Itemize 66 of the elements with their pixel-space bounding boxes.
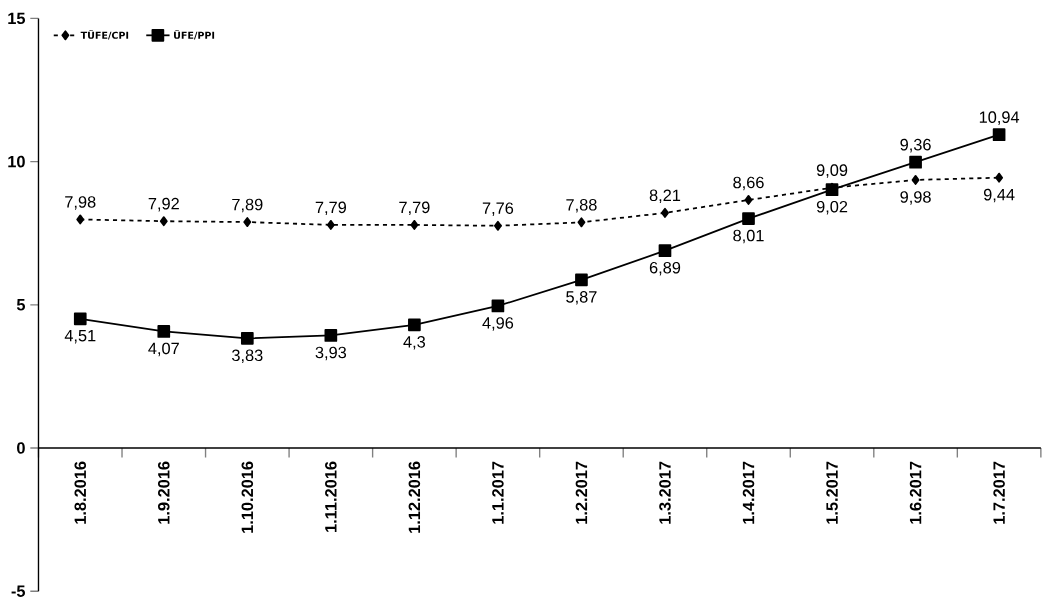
point xyxy=(159,216,168,227)
data-label: 7,88 xyxy=(566,199,597,213)
point xyxy=(326,219,335,230)
point xyxy=(661,207,669,218)
data-label: 8,66 xyxy=(733,176,764,191)
data-label: 7,98 xyxy=(65,196,96,210)
point xyxy=(909,155,922,169)
data-label: 3,93 xyxy=(315,346,347,361)
x-tick-label: 1.4.2017 xyxy=(742,461,755,524)
data-label: 4,51 xyxy=(64,330,96,344)
x-tick-label: 1.5.2017 xyxy=(826,461,838,524)
point xyxy=(243,217,252,228)
point xyxy=(491,299,505,313)
data-label: 9,36 xyxy=(900,138,931,153)
point xyxy=(240,332,254,345)
data-label: 7,79 xyxy=(315,201,346,216)
data-label: 7,76 xyxy=(482,202,514,216)
data-label: 9,98 xyxy=(900,191,931,205)
point xyxy=(825,183,839,197)
data-label: 7,79 xyxy=(399,201,430,216)
point xyxy=(575,273,588,287)
point xyxy=(742,212,755,225)
point xyxy=(410,219,419,230)
point xyxy=(577,217,586,228)
data-label: 5,87 xyxy=(566,291,597,305)
data-label: 9,44 xyxy=(983,188,1015,203)
data-label: 9,02 xyxy=(816,200,848,215)
point xyxy=(76,214,85,225)
x-tick-label: 1.10.2016 xyxy=(241,461,254,533)
point xyxy=(157,325,171,338)
x-tick-label: 1.1.2017 xyxy=(492,461,504,524)
legend-label: TÜFE/CPI xyxy=(80,29,129,40)
x-tick-label: 1.11.2016 xyxy=(325,461,337,532)
x-tick-label: 1.2.2017 xyxy=(575,461,588,524)
y-tick-label: 0 xyxy=(17,442,25,454)
data-label: 3,83 xyxy=(232,349,263,364)
data-label: 8,01 xyxy=(733,229,764,244)
point xyxy=(324,329,338,342)
point xyxy=(911,175,920,185)
point xyxy=(408,318,421,332)
point xyxy=(992,128,1006,142)
data-label: 4,07 xyxy=(148,342,179,357)
legend-label: ÜFE/PPI xyxy=(174,29,215,40)
point xyxy=(744,195,753,206)
data-label: 4,3 xyxy=(403,336,426,350)
y-tick-label: 5 xyxy=(16,299,26,311)
data-label: 7,92 xyxy=(148,197,179,212)
point xyxy=(995,172,1004,183)
point xyxy=(658,244,672,258)
y-tick-label: -5 xyxy=(11,585,26,597)
x-tick-label: 1.12.2016 xyxy=(408,461,421,533)
data-label: 6,89 xyxy=(649,261,681,276)
x-tick-label: 1.9.2016 xyxy=(158,461,170,524)
point xyxy=(73,312,87,326)
data-label: 7,89 xyxy=(232,198,263,213)
data-label: 4,96 xyxy=(482,317,514,331)
x-tick-label: 1.6.2017 xyxy=(909,461,922,524)
x-tick-label: 1.3.2017 xyxy=(659,461,671,524)
point xyxy=(493,220,502,231)
x-tick-label: 1.7.2017 xyxy=(993,461,1005,524)
y-tick-label: 15 xyxy=(8,12,26,25)
data-label: 9,09 xyxy=(816,164,848,178)
data-label: 8,21 xyxy=(649,189,681,204)
y-tick-label: 10 xyxy=(8,155,25,168)
x-tick-label: 1.8.2016 xyxy=(74,461,87,524)
data-label: 10,94 xyxy=(979,111,1020,125)
